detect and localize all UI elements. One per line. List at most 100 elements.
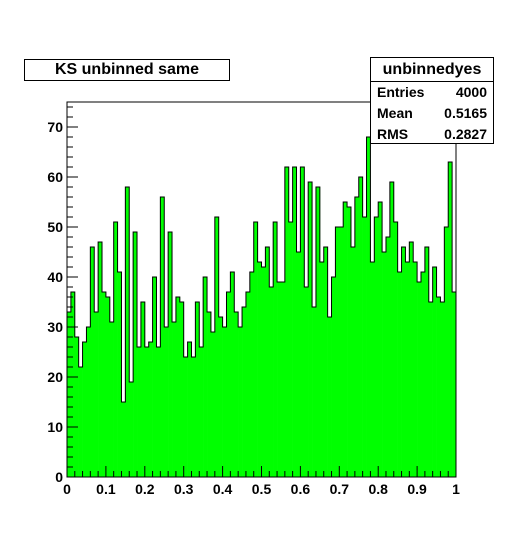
histogram-bar [234, 312, 239, 477]
histogram-bar [172, 322, 177, 477]
histogram-outline [66, 136, 457, 477]
chart-title: KS unbinned same [24, 59, 230, 81]
histogram-bar [222, 327, 227, 477]
histogram-bar [265, 247, 270, 477]
histogram-bar [288, 222, 293, 477]
histogram-bar [113, 222, 118, 477]
histogram-bar [179, 302, 184, 477]
histogram-bar [428, 302, 433, 477]
histogram-bar [129, 382, 134, 477]
histogram-bars [66, 136, 457, 477]
histogram-bar [121, 402, 126, 477]
histogram-bar [187, 342, 192, 477]
histogram-bar [331, 277, 336, 477]
stats-value: 4000 [455, 84, 487, 100]
stats-histogram-name: unbinnedyes [371, 58, 493, 82]
y-axis: 0 10 20 30 40 50 60 70 [47, 106, 78, 485]
histogram-bar [175, 297, 181, 477]
histogram-bar [308, 182, 313, 477]
histogram-bar [273, 222, 278, 477]
histogram-bar [203, 277, 208, 477]
histogram-bar [323, 247, 328, 477]
histogram-bar [413, 262, 418, 477]
histogram-bar [74, 337, 79, 477]
histogram-bar [354, 197, 360, 477]
histogram-bar [98, 242, 103, 477]
histogram-bar [444, 227, 449, 477]
x-tick-label: 1 [452, 481, 460, 497]
histogram-bar [405, 262, 410, 477]
histogram-bar [144, 347, 149, 477]
histogram-bar [319, 262, 325, 477]
histogram-bar [315, 187, 321, 477]
histogram-bar [312, 307, 317, 477]
x-tick-label: 0.6 [291, 481, 311, 497]
histogram-bar [86, 327, 91, 477]
histogram-bar [269, 287, 274, 477]
y-tick-label: 50 [47, 219, 63, 235]
histogram-bar [195, 302, 200, 477]
histogram-bar [432, 267, 437, 477]
y-tick-label: 30 [47, 319, 63, 335]
histogram-bar [226, 292, 231, 477]
stats-row-rms: RMS 0.2827 [371, 124, 493, 145]
histogram-bar [218, 317, 223, 477]
histogram-bar [230, 272, 235, 477]
histogram-bar [148, 342, 153, 477]
histogram-bar [366, 137, 371, 477]
histogram-bar [335, 227, 340, 477]
histogram-bar [78, 367, 83, 477]
histogram-bar [280, 282, 286, 477]
stats-value: 0.5165 [444, 105, 487, 121]
histogram-bar [374, 217, 379, 477]
stats-value: 0.2827 [444, 126, 487, 142]
histogram-bar [339, 227, 344, 477]
histogram-bar [133, 232, 138, 477]
histogram-bar [125, 187, 130, 477]
y-tick-label: 10 [47, 419, 63, 435]
histogram-bar [156, 347, 161, 477]
histogram-bar [94, 312, 99, 477]
histogram-bar [284, 167, 290, 477]
histogram-bar [152, 277, 157, 477]
histogram-bar [385, 237, 391, 477]
histogram-bar [207, 312, 212, 477]
histogram-bar [191, 357, 196, 477]
histogram-bar [261, 267, 266, 477]
x-tick-label: 0.8 [368, 481, 388, 497]
x-tick-label: 0 [63, 481, 71, 497]
histogram-bar [440, 302, 445, 477]
histogram-bar [105, 297, 111, 477]
y-tick-label: 40 [47, 269, 63, 285]
histogram-bar [409, 242, 414, 477]
histogram-bar [164, 327, 169, 477]
histogram-bar [417, 282, 422, 477]
x-tick-label: 0.4 [213, 481, 233, 497]
histogram-bar [389, 182, 395, 477]
histogram-bar [347, 207, 352, 477]
histogram-bar [242, 307, 247, 477]
histogram-bar [238, 327, 243, 477]
x-tick-label: 0.1 [96, 481, 116, 497]
histogram-bar [420, 272, 426, 477]
histogram-bar [82, 342, 87, 477]
histogram-bar [168, 232, 173, 477]
histogram-bar [292, 167, 297, 477]
histogram-bar [102, 292, 107, 477]
histogram-bar [370, 262, 375, 477]
histogram-bar [436, 297, 441, 477]
histogram-bar [109, 322, 114, 477]
stats-row-entries: Entries 4000 [371, 82, 493, 103]
stats-label: RMS [377, 126, 409, 142]
histogram-bar [397, 272, 402, 477]
histogram-bar [304, 287, 309, 477]
x-axis: 0 0.1 0.2 0.3 0.4 0.5 0.6 0.7 0.8 0.9 1 [63, 466, 460, 497]
stats-box: unbinnedyes Entries 4000 Mean 0.5165 RMS… [370, 57, 494, 144]
histogram-bar [140, 302, 146, 477]
histogram-bar [343, 202, 348, 477]
y-tick-label: 60 [47, 169, 63, 185]
histogram-bar [249, 272, 255, 477]
histogram-bar [350, 247, 356, 477]
x-tick-label: 0.3 [174, 481, 194, 497]
histogram-bar [137, 347, 142, 477]
